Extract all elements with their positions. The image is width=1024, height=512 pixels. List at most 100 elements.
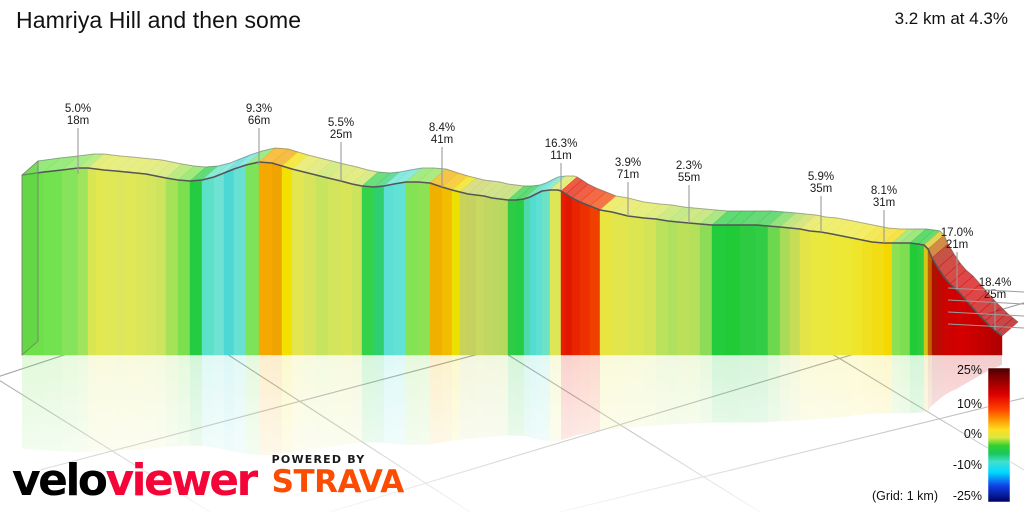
profile-segment [560,190,567,356]
profile-segment [549,189,559,356]
profile-segment [541,189,551,356]
profile-segment [831,233,843,356]
end-marker-line-1 [947,299,1024,305]
profile-segment [77,167,89,356]
end-marker-line-3 [947,323,1024,329]
logo-velo-text: velo [12,455,108,507]
legend-tick-4: -25% [953,489,982,503]
annotation-distance: 35m [810,183,832,195]
logo-viewer-text: viewer [105,455,258,507]
legend-tick-0: 25% [957,363,982,377]
profile-segment [677,221,690,356]
profile-segment [315,174,329,356]
profile-start-cap [21,160,39,356]
profile-segment [943,276,951,356]
legend-tick-3: -10% [953,458,982,472]
veloviewer-logo[interactable]: veloviewer POWERED BY STRAVA [12,453,405,503]
profile-segment [291,168,305,356]
profile-segment [643,217,657,356]
profile-segment [963,297,972,356]
profile-segment [789,227,801,356]
page-title: Hamriya Hill and then some [16,7,302,33]
profile-segment [529,193,537,356]
profile-segment [917,243,925,356]
profile-segment [755,224,769,356]
profile-segment [155,175,167,356]
profile-segment [189,179,203,356]
profile-segment [373,185,385,356]
profile-segment [177,179,191,356]
end-marker-line-2 [947,311,1024,317]
profile-segment [383,183,395,356]
strava-wordmark: STRAVA [271,464,405,500]
profile-segment [923,244,929,356]
annotation-distance: 71m [617,169,639,181]
annotation-distance: 31m [873,197,895,209]
profile-segment [507,199,517,356]
profile-segment [271,162,283,356]
annotation-gradient: 18.4% [979,277,1012,289]
profile-segment [899,242,911,356]
gradient-legend: 25% 10% 0% -10% -25% (Grid: 1 km) [872,363,1011,503]
profile-segment [688,222,701,356]
legend-tick-2: 0% [964,427,982,441]
legend-gradient-bar [987,367,1011,503]
profile-segment [711,224,727,356]
profile-segment [467,193,477,356]
profile-segment [809,230,822,356]
profile-segment [931,257,939,356]
profile-segment [405,181,419,356]
profile-front-faces [21,161,1003,356]
profile-segment [95,168,105,356]
profile-segment [891,242,901,356]
profile-segment [725,224,741,356]
profile-segment [245,161,260,356]
profile-segment [43,169,63,356]
reflection-fade [0,351,1024,512]
profile-segment [303,171,317,356]
profile-segment [281,165,293,356]
annotation-distance: 11m [550,150,572,162]
reflection-fade-overlay [0,351,1024,512]
annotation-gradient: 8.1% [871,185,897,197]
profile-segment [103,169,117,356]
profile-segment [861,239,873,356]
profile-segment [361,185,375,356]
profile-segment [571,197,581,356]
end-marker-line-0 [947,287,1024,293]
profile-segment [135,172,147,356]
annotation-distance: 55m [678,172,700,184]
profile-segment [956,289,965,356]
annotation-gradient: 5.0% [65,103,91,115]
profile-segment [779,226,791,356]
profile-segment [475,194,485,356]
profile-segment [699,223,713,356]
annotation-gradient: 2.3% [676,160,702,172]
profile-top-surface [21,147,1019,337]
profile-segment [515,198,525,356]
profile-segment [351,183,363,356]
profile-segment [499,198,509,356]
profile-segment [611,211,629,356]
annotation-distance: 21m [946,239,968,251]
profile-segment [535,190,543,356]
annotation-distance: 25m [984,289,1006,301]
profile-segment [429,182,443,356]
profile-segment [417,181,431,356]
profile-segment [851,237,863,356]
annotation-gradient: 5.5% [328,117,354,129]
profile-ridge-line [21,147,1019,356]
profile-segment [599,209,613,356]
profile-segment [223,168,235,356]
profile-segment [87,167,97,356]
legend-tick-1: 10% [957,397,982,411]
profile-segment [937,267,945,356]
route-stats: 3.2 km at 4.3% [894,9,1008,28]
profile-segment [557,189,562,356]
annotation-gradient: 17.0% [941,227,974,239]
profile-segment [767,225,781,356]
annotation-gradient: 8.4% [429,122,455,134]
annotation-distance: 25m [330,129,352,141]
annotation-distance: 41m [431,134,453,146]
